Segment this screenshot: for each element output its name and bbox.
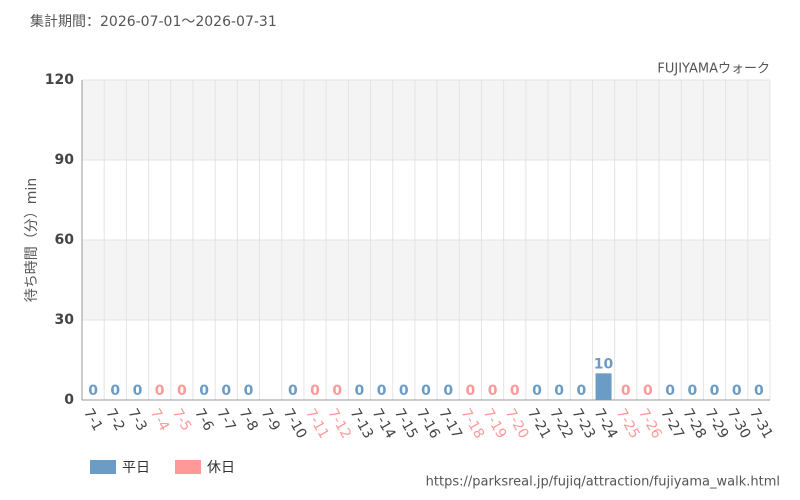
plot-band xyxy=(82,240,770,320)
data-label: 0 xyxy=(199,383,209,399)
plot-band xyxy=(82,80,770,160)
data-label: 0 xyxy=(155,383,165,399)
y-tick-label: 0 xyxy=(64,392,74,408)
x-tick-label: 7-9 xyxy=(258,406,283,434)
data-label: 0 xyxy=(643,383,653,399)
x-tick-label: 7-4 xyxy=(147,406,172,434)
legend-swatch xyxy=(175,460,201,474)
data-label: 0 xyxy=(377,383,387,399)
x-tick-label: 7-7 xyxy=(213,406,238,434)
data-label: 0 xyxy=(88,383,98,399)
data-label: 10 xyxy=(594,356,614,372)
data-label: 0 xyxy=(288,383,298,399)
legend-label: 平日 xyxy=(122,460,150,476)
y-tick-label: 120 xyxy=(45,72,74,88)
data-label: 0 xyxy=(554,383,564,399)
data-label: 0 xyxy=(177,383,187,399)
data-label: 0 xyxy=(355,383,365,399)
data-label: 0 xyxy=(133,383,143,399)
data-label: 0 xyxy=(687,383,697,399)
x-tick-label: 7-5 xyxy=(169,406,194,434)
bar xyxy=(595,373,612,400)
chart-title: 集計期間：2026-07-01～2026-07-31 xyxy=(30,13,277,30)
data-label: 0 xyxy=(310,383,320,399)
x-tick-label: 7-8 xyxy=(236,406,261,434)
x-tick-label: 7-6 xyxy=(191,406,216,434)
data-label: 0 xyxy=(332,383,342,399)
chart-subtitle: FUJIYAMAウォーク xyxy=(657,62,770,77)
data-label: 0 xyxy=(399,383,409,399)
x-tick-label: 7-3 xyxy=(125,406,150,434)
data-label: 0 xyxy=(221,383,231,399)
y-axis-label: 待ち時間（分）min xyxy=(24,178,40,302)
x-tick-label: 7-2 xyxy=(102,406,127,434)
y-tick-label: 60 xyxy=(55,232,75,248)
data-label: 0 xyxy=(110,383,120,399)
legend-swatch xyxy=(90,460,116,474)
y-tick-label: 90 xyxy=(55,152,75,168)
data-label: 0 xyxy=(488,383,498,399)
data-label: 0 xyxy=(754,383,764,399)
data-label: 0 xyxy=(665,383,675,399)
x-tick-label: 7-1 xyxy=(80,406,105,434)
data-label: 0 xyxy=(510,383,520,399)
source-url: https://parksreal.jp/fujiq/attraction/fu… xyxy=(426,475,780,490)
data-label: 0 xyxy=(576,383,586,399)
data-label: 0 xyxy=(732,383,742,399)
data-label: 0 xyxy=(244,383,254,399)
y-tick-label: 30 xyxy=(55,312,75,328)
data-label: 0 xyxy=(466,383,476,399)
data-label: 0 xyxy=(443,383,453,399)
data-label: 0 xyxy=(532,383,542,399)
x-tick-label: 7-31 xyxy=(746,406,776,442)
data-label: 0 xyxy=(710,383,720,399)
legend-label: 休日 xyxy=(207,460,235,476)
data-label: 0 xyxy=(621,383,631,399)
data-label: 0 xyxy=(421,383,431,399)
